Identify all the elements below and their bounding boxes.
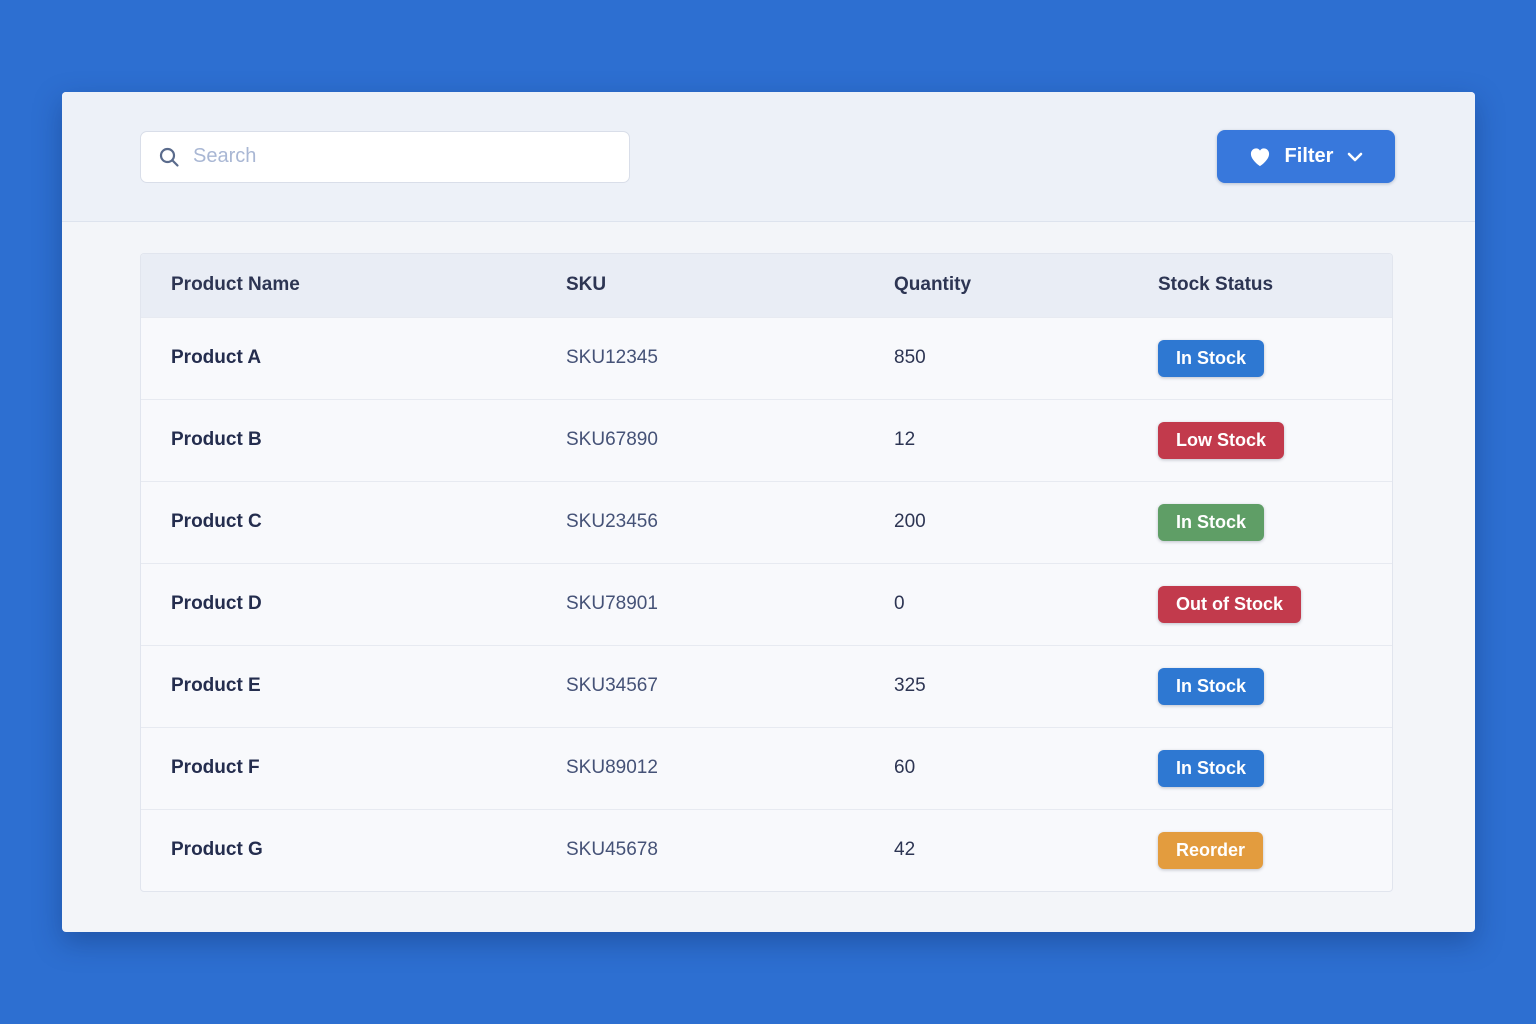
- sku-cell: SKU89012: [536, 726, 864, 809]
- filter-button-label: Filter: [1284, 145, 1334, 167]
- quantity-cell: 12: [864, 398, 1128, 481]
- column-header-sku: SKU: [536, 254, 864, 317]
- product-name-cell: Product A: [141, 316, 536, 399]
- heart-icon: [1250, 147, 1269, 166]
- toolbar: Filter: [62, 92, 1475, 222]
- inventory-card: Filter Product Name SKU Quantity Stock S…: [62, 92, 1475, 932]
- status-badge[interactable]: In Stock: [1158, 339, 1265, 377]
- inventory-table: Product Name SKU Quantity Stock Status P…: [140, 253, 1393, 892]
- sku-cell: SKU67890: [536, 398, 864, 481]
- status-badge[interactable]: In Stock: [1158, 503, 1265, 541]
- sku-cell: SKU12345: [536, 316, 864, 399]
- table-row: Product F SKU89012 60 In Stock: [141, 726, 1392, 809]
- table-header-row: Product Name SKU Quantity Stock Status: [141, 254, 1392, 317]
- quantity-cell: 60: [864, 726, 1128, 809]
- quantity-cell: 0: [864, 562, 1128, 645]
- status-badge[interactable]: Reorder: [1158, 831, 1264, 869]
- column-header-product-name: Product Name: [141, 254, 536, 317]
- product-name-cell: Product D: [141, 562, 536, 645]
- product-name-cell: Product B: [141, 398, 536, 481]
- search-input[interactable]: [193, 145, 613, 168]
- quantity-cell: 325: [864, 644, 1128, 727]
- product-name-cell: Product F: [141, 726, 536, 809]
- sku-cell: SKU23456: [536, 480, 864, 563]
- product-name-cell: Product E: [141, 644, 536, 727]
- sku-cell: SKU78901: [536, 562, 864, 645]
- quantity-cell: 42: [864, 808, 1128, 891]
- search-icon: [159, 147, 179, 167]
- table-row: Product C SKU23456 200 In Stock: [141, 480, 1392, 563]
- table-row: Product B SKU67890 12 Low Stock: [141, 398, 1392, 481]
- product-name-cell: Product C: [141, 480, 536, 563]
- product-name-cell: Product G: [141, 808, 536, 891]
- column-header-quantity: Quantity: [864, 254, 1128, 317]
- chevron-down-icon: [1348, 152, 1363, 161]
- table-row: Product E SKU34567 325 In Stock: [141, 644, 1392, 727]
- status-badge[interactable]: In Stock: [1158, 749, 1265, 787]
- table-row: Product G SKU45678 42 Reorder: [141, 808, 1392, 891]
- search-box[interactable]: [140, 130, 630, 183]
- table-row: Product A SKU12345 850 In Stock: [141, 316, 1392, 399]
- column-header-stock-status: Stock Status: [1128, 254, 1392, 317]
- quantity-cell: 850: [864, 316, 1128, 399]
- status-badge[interactable]: Out of Stock: [1158, 585, 1301, 623]
- sku-cell: SKU34567: [536, 644, 864, 727]
- filter-button[interactable]: Filter: [1217, 130, 1395, 183]
- status-badge[interactable]: Low Stock: [1158, 421, 1285, 459]
- status-badge[interactable]: In Stock: [1158, 667, 1265, 705]
- table-row: Product D SKU78901 0 Out of Stock: [141, 562, 1392, 645]
- quantity-cell: 200: [864, 480, 1128, 563]
- sku-cell: SKU45678: [536, 808, 864, 891]
